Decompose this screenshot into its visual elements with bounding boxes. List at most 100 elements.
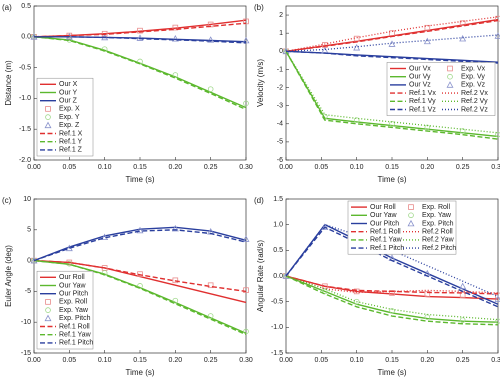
x-tick-label: 0.15	[133, 357, 147, 364]
marker	[389, 30, 395, 36]
marker	[459, 292, 466, 298]
marker	[172, 72, 179, 78]
y-tick-label: 0.0	[21, 34, 31, 41]
legend-label: Ref.1 Z	[59, 147, 83, 154]
marker	[423, 37, 431, 45]
marker	[137, 271, 143, 277]
legend-label: Ref.1 Pitch	[59, 340, 93, 347]
series-line	[285, 50, 499, 134]
marker	[172, 24, 179, 31]
legend-label: Ref.1 Roll	[370, 229, 401, 236]
x-tick-label: 0.05	[315, 357, 329, 364]
marker	[459, 20, 466, 27]
legend-label: Ref.2 Pitch	[422, 245, 456, 252]
marker	[494, 295, 500, 302]
x-tick-label: 0.00	[279, 164, 293, 171]
legend-label: Ref.1 Vx	[409, 90, 436, 97]
marker	[136, 34, 144, 41]
y-tick-label: -0.5	[271, 299, 283, 306]
x-tick-label: 0.00	[27, 164, 41, 171]
y-tick-label: -5	[277, 139, 283, 146]
marker	[44, 121, 52, 129]
x-tick-label: 0.10	[98, 357, 112, 364]
y-tick-label: -1.5	[271, 350, 283, 357]
legend-label: Exp. Vy	[461, 74, 485, 81]
marker	[389, 308, 395, 314]
y-tick-label: -5	[25, 288, 31, 295]
legend-label: Our Vx	[409, 65, 431, 72]
marker	[44, 314, 52, 322]
legend-label: Our Yaw	[59, 282, 87, 289]
legend-label: Exp. Yaw	[59, 307, 89, 314]
x-tick-label: 0.20	[169, 357, 183, 364]
x-tick-label: 0.20	[421, 357, 435, 364]
y-tick-label: 2	[279, 12, 283, 19]
y-tick-label: -1	[277, 66, 283, 73]
legend-label: Ref.1 Yaw	[59, 332, 92, 339]
marker	[207, 36, 215, 43]
x-tick-label: 0.20	[169, 164, 183, 171]
panel-label: (d)	[254, 196, 264, 205]
series-line	[33, 259, 247, 334]
x-tick-label: 0.30	[491, 164, 500, 171]
x-tick-label: 0.25	[456, 164, 470, 171]
x-tick-label: 0.20	[421, 164, 435, 171]
marker	[408, 212, 414, 219]
x-axis-label: Time (s)	[377, 175, 406, 184]
marker	[407, 219, 415, 227]
y-tick-label: 5	[27, 227, 31, 234]
legend-label: Our Y	[59, 89, 77, 96]
marker	[243, 287, 249, 293]
marker	[172, 277, 179, 284]
legend-label: Exp. Z	[59, 122, 80, 129]
marker	[171, 35, 179, 42]
y-tick-label: -4	[277, 121, 283, 128]
y-axis-label: Velocity (m/s)	[256, 59, 265, 107]
marker	[322, 288, 328, 295]
x-tick-label: 0.25	[204, 357, 218, 364]
marker	[321, 223, 329, 231]
marker	[101, 46, 108, 52]
marker	[207, 282, 214, 289]
marker	[137, 27, 143, 34]
legend-box	[347, 200, 457, 255]
legend-label: Exp. Pitch	[59, 315, 91, 322]
marker	[494, 32, 500, 39]
marker	[45, 307, 51, 313]
y-tick-label: 0	[27, 257, 31, 264]
x-tick-label: 0.30	[491, 357, 500, 364]
plot-frame	[33, 198, 247, 354]
x-tick-label: 0.10	[98, 164, 112, 171]
marker	[136, 226, 144, 234]
y-tick-label: 1	[279, 30, 283, 37]
legend-label: Our X	[59, 81, 78, 88]
y-tick-label: -1.0	[271, 324, 283, 331]
legend-label: Ref.2 Yaw	[422, 237, 455, 244]
x-tick-label: 0.30	[239, 357, 253, 364]
legend-label: Our Z	[59, 98, 78, 105]
marker	[447, 65, 453, 72]
marker	[171, 224, 179, 232]
x-tick-label: 0.15	[133, 164, 147, 171]
legend-label: Exp. Pitch	[422, 220, 454, 227]
marker	[45, 114, 51, 120]
legend-label: Exp. Vz	[461, 82, 486, 89]
marker	[408, 204, 414, 210]
marker	[207, 86, 214, 92]
marker	[101, 270, 108, 276]
legend-label: Ref.1 Y	[59, 139, 83, 146]
series-line	[33, 259, 247, 293]
y-tick-label: -1.5	[19, 126, 31, 133]
series-line	[285, 50, 499, 140]
marker	[353, 298, 360, 305]
series-line	[285, 275, 499, 326]
series-line	[34, 36, 247, 44]
series-line	[33, 226, 247, 262]
legend-label: Exp. Roll	[59, 299, 87, 306]
marker	[353, 288, 360, 295]
marker	[424, 291, 431, 297]
y-tick-label: -6	[277, 157, 283, 164]
legend-label: Ref.1 Vz	[409, 106, 436, 113]
series-line	[285, 275, 499, 294]
legend-box	[36, 77, 94, 157]
